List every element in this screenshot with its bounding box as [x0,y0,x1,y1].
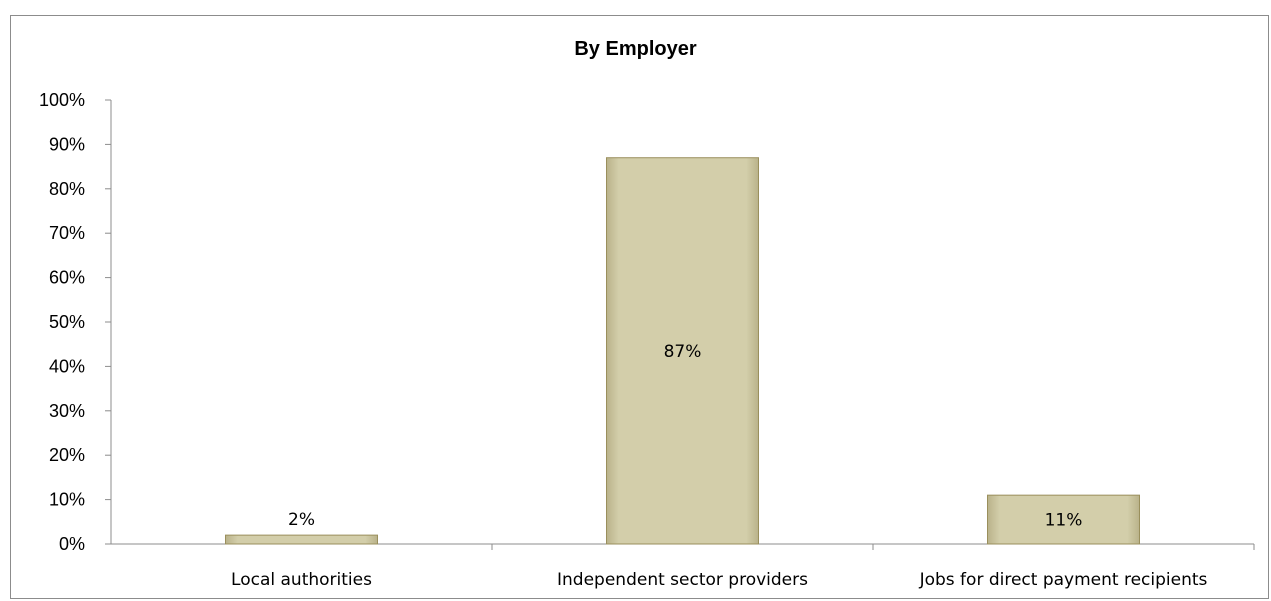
category-label: Independent sector providers [557,570,808,590]
bar [987,494,1140,545]
y-tick-label: 30% [49,401,85,421]
category-label: Local authorities [231,570,372,590]
y-tick-label: 60% [49,268,85,288]
y-tick-label: 40% [49,356,85,376]
y-tick-label: 20% [49,445,85,465]
data-label: 87% [664,342,702,362]
data-label: 2% [288,510,315,530]
y-tick-label: 50% [49,312,85,332]
y-tick-label: 90% [49,134,85,154]
bar [606,157,759,545]
y-tick-label: 80% [49,179,85,199]
y-tick-label: 100% [39,90,85,110]
bar [225,534,378,545]
y-tick-label: 10% [49,490,85,510]
category-label: Jobs for direct payment recipients [919,570,1208,590]
chart-title: By Employer [574,38,697,60]
y-tick-label: 70% [49,223,85,243]
data-label: 11% [1045,511,1083,531]
y-tick-label: 0% [59,534,85,554]
